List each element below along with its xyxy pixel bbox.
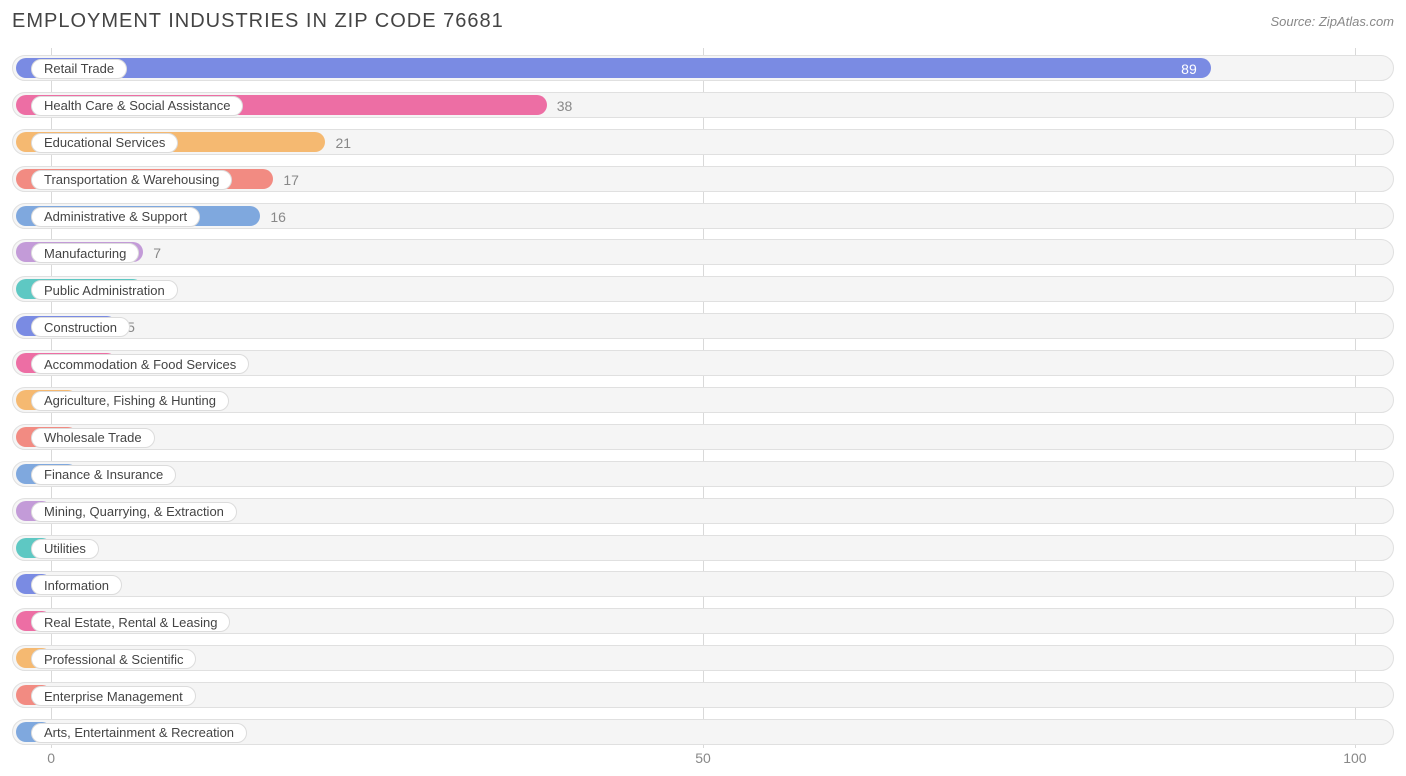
bar-label: Professional & Scientific <box>31 649 196 669</box>
bar-row: Manufacturing 7 <box>12 236 1394 268</box>
bar-row: Enterprise Management0 <box>12 679 1394 711</box>
bar-row: Educational Services 21 <box>12 126 1394 158</box>
bar-label: Mining, Quarrying, & Extraction <box>31 502 237 522</box>
bar-label: Educational Services <box>31 133 178 153</box>
chart-source: Source: ZipAtlas.com <box>1270 10 1394 29</box>
bar-track: Agriculture, Fishing & Hunting2 <box>12 387 1394 413</box>
x-axis: 0 50 100 <box>12 748 1394 772</box>
bar-track: Utilities0 <box>12 535 1394 561</box>
bar-track: Professional & Scientific0 <box>12 645 1394 671</box>
bar-row: Construction5 <box>12 310 1394 342</box>
bar-track: Accommodation & Food Services5 <box>12 350 1394 376</box>
bar-track: Transportation & Warehousing 17 <box>12 166 1394 192</box>
bar-row: Public Administration7 <box>12 273 1394 305</box>
bar-label: Wholesale Trade <box>31 428 155 448</box>
bar-value: 38 <box>557 93 573 119</box>
bar-track: Educational Services 21 <box>12 129 1394 155</box>
bar-row: Accommodation & Food Services5 <box>12 347 1394 379</box>
bar-label: Information <box>31 575 122 595</box>
bar-track: Public Administration7 <box>12 276 1394 302</box>
axis-tick: 50 <box>695 750 711 766</box>
bar-track: Health Care & Social Assistance 38 <box>12 92 1394 118</box>
bar-track: Wholesale Trade2 <box>12 424 1394 450</box>
bar-label: Construction <box>31 317 130 337</box>
bar-row: Agriculture, Fishing & Hunting2 <box>12 384 1394 416</box>
bar-row: Information0 <box>12 568 1394 600</box>
bar-track: Administrative & Support 16 <box>12 203 1394 229</box>
bar-label: Arts, Entertainment & Recreation <box>31 723 247 743</box>
bar-row: Administrative & Support 16 <box>12 200 1394 232</box>
bar-label: Accommodation & Food Services <box>31 354 249 374</box>
bar-row: Wholesale Trade2 <box>12 421 1394 453</box>
bar-label: Transportation & Warehousing <box>31 170 232 190</box>
bar-track: Real Estate, Rental & Leasing0 <box>12 608 1394 634</box>
bar-row: Health Care & Social Assistance 38 <box>12 89 1394 121</box>
bar-fill <box>16 58 1211 78</box>
bar-value: 7 <box>153 240 161 266</box>
bar-track: Arts, Entertainment & Recreation0 <box>12 719 1394 745</box>
bar-track: Finance & Insurance2 <box>12 461 1394 487</box>
bar-label: Manufacturing <box>31 243 139 263</box>
bar-row: Utilities0 <box>12 532 1394 564</box>
chart-header: EMPLOYMENT INDUSTRIES IN ZIP CODE 76681 … <box>12 10 1394 48</box>
bar-track: Information0 <box>12 571 1394 597</box>
chart-title: EMPLOYMENT INDUSTRIES IN ZIP CODE 76681 <box>12 10 504 33</box>
plot-area: Retail Trade 89 Health Care & Social Assis… <box>12 48 1394 748</box>
bar-value: 16 <box>270 204 286 230</box>
bar-label: Health Care & Social Assistance <box>31 96 243 116</box>
bar-row: Real Estate, Rental & Leasing0 <box>12 605 1394 637</box>
bar-row: Retail Trade 89 <box>12 52 1394 84</box>
bar-row: Finance & Insurance2 <box>12 458 1394 490</box>
employment-industries-chart: EMPLOYMENT INDUSTRIES IN ZIP CODE 76681 … <box>0 0 1406 776</box>
bar-label: Public Administration <box>31 280 178 300</box>
bar-label: Administrative & Support <box>31 207 200 227</box>
bar-value: 17 <box>283 167 299 193</box>
bar-value: 89 <box>1181 56 1197 82</box>
bars-container: Retail Trade 89 Health Care & Social Assis… <box>12 48 1394 748</box>
bar-label: Real Estate, Rental & Leasing <box>31 612 230 632</box>
bar-row: Transportation & Warehousing 17 <box>12 163 1394 195</box>
axis-tick: 100 <box>1343 750 1366 766</box>
axis-tick: 0 <box>47 750 55 766</box>
bar-label: Enterprise Management <box>31 686 196 706</box>
bar-track: Construction5 <box>12 313 1394 339</box>
bar-label: Retail Trade <box>31 59 127 79</box>
bar-row: Arts, Entertainment & Recreation0 <box>12 716 1394 748</box>
bar-row: Mining, Quarrying, & Extraction0 <box>12 495 1394 527</box>
bar-label: Utilities <box>31 539 99 559</box>
bar-track: Mining, Quarrying, & Extraction0 <box>12 498 1394 524</box>
bar-track: Retail Trade 89 <box>12 55 1394 81</box>
bar-track: Manufacturing 7 <box>12 239 1394 265</box>
bar-label: Agriculture, Fishing & Hunting <box>31 391 229 411</box>
bar-label: Finance & Insurance <box>31 465 176 485</box>
bar-value: 21 <box>335 130 351 156</box>
bar-row: Professional & Scientific0 <box>12 642 1394 674</box>
bar-track: Enterprise Management0 <box>12 682 1394 708</box>
